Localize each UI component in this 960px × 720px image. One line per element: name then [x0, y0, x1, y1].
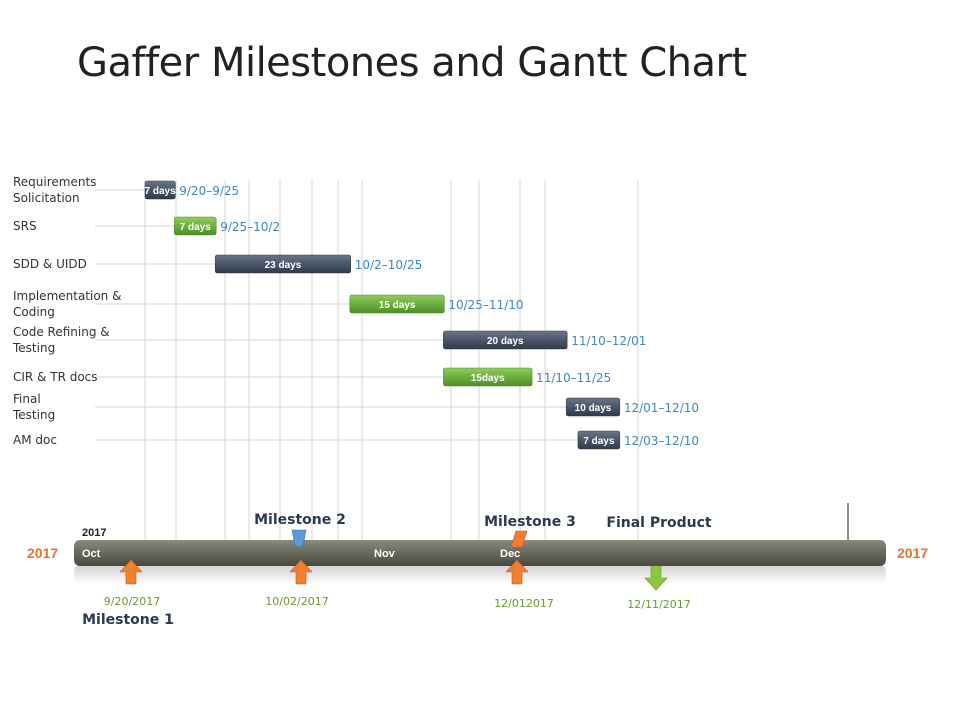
timeline-year-top: 2017	[82, 527, 106, 539]
milestone-arrow-down	[644, 565, 668, 591]
milestone-date: 12/11/2017	[627, 598, 690, 611]
milestone-arrow-up	[119, 559, 143, 585]
timeline-month-label: Nov	[374, 548, 396, 560]
task-bar	[443, 367, 533, 387]
task-duration-label: 7 days	[180, 222, 212, 233]
task-bar	[144, 180, 176, 200]
task-label: Final	[13, 392, 41, 406]
task-date-range: 12/03–12/10	[624, 434, 699, 448]
milestone-name: Final Product	[606, 515, 712, 531]
task-label: Coding	[13, 305, 55, 319]
milestone-arrow-up	[505, 559, 529, 585]
task-duration-label: 20 days	[487, 336, 524, 347]
timeline-month-label: Oct	[82, 548, 101, 560]
milestone-date: 10/02/2017	[265, 595, 328, 608]
task-label: Testing	[12, 341, 55, 355]
task-duration-label: 7 days	[583, 436, 615, 447]
task-label: Code Refining &	[13, 325, 110, 339]
task-duration-label: 10 days	[575, 403, 612, 414]
task-date-range: 9/25–10/2	[220, 220, 280, 234]
task-label: Implementation &	[13, 289, 121, 303]
task-label: Requirements	[13, 175, 96, 189]
task-label: SDD & UIDD	[13, 257, 87, 271]
timeline-year-left: 2017	[27, 545, 58, 561]
task-duration-label: 23 days	[265, 260, 302, 271]
task-duration-label: 7 days	[145, 186, 177, 197]
task-bar	[349, 294, 445, 314]
task-label: Testing	[12, 408, 55, 422]
timeline-bar	[74, 540, 886, 566]
task-label: CIR & TR docs	[13, 370, 98, 384]
task-label: Solicitation	[13, 191, 80, 205]
task-bar	[565, 397, 621, 417]
milestone-name: Milestone 1	[82, 612, 174, 628]
milestone-marker	[291, 529, 307, 547]
milestone-date: 9/20/2017	[104, 595, 160, 608]
milestone-marker	[510, 530, 528, 548]
milestone-date: 12/012017	[494, 597, 554, 610]
timeline-shadow	[74, 564, 886, 584]
task-bar	[443, 330, 568, 350]
task-date-range: 11/10–12/01	[571, 334, 646, 348]
task-label: SRS	[13, 219, 37, 233]
task-bar	[214, 254, 351, 274]
timeline-year-right: 2017	[897, 545, 928, 561]
milestone-arrow-up	[289, 559, 313, 585]
milestone-name: Milestone 2	[254, 512, 346, 528]
milestone-name: Milestone 3	[484, 514, 576, 530]
task-duration-label: 15days	[471, 373, 505, 384]
task-duration-label: 15 days	[379, 300, 416, 311]
task-bar	[577, 430, 621, 450]
task-label: AM doc	[13, 433, 57, 447]
task-date-range: 9/20–9/25	[179, 184, 239, 198]
task-date-range: 11/10–11/25	[536, 371, 611, 385]
task-date-range: 12/01–12/10	[624, 401, 699, 415]
task-bar	[174, 216, 217, 236]
slide-title: Gaffer Milestones and Gantt Chart	[77, 40, 747, 86]
timeline-month-label: Dec	[500, 548, 520, 560]
task-date-range: 10/25–11/10	[448, 298, 523, 312]
task-date-range: 10/2–10/25	[355, 258, 423, 272]
